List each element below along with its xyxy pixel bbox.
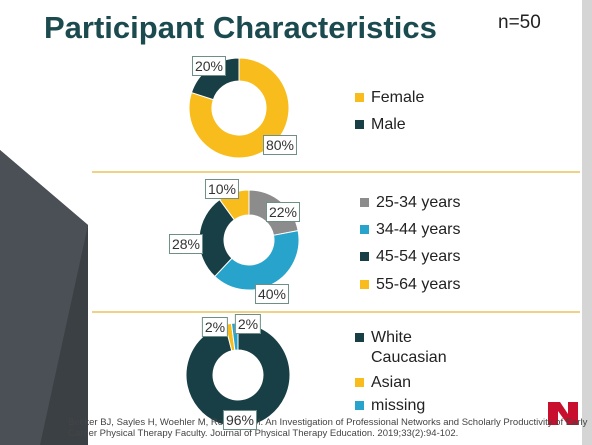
donut-segment [190, 57, 240, 101]
legend-swatch [355, 378, 364, 387]
legend-swatch [355, 333, 364, 342]
legend-swatch [355, 401, 364, 410]
legend-label: 25-34 years [376, 194, 461, 211]
legend-label: Asian [371, 374, 412, 391]
legend-swatch [355, 120, 364, 129]
legend-swatch [360, 225, 369, 234]
donut-segment [188, 57, 290, 159]
legend-entry: missing [355, 396, 505, 416]
legend-swatch [360, 252, 369, 261]
data-label: 2% [234, 314, 262, 334]
donut-segment [214, 230, 300, 291]
data-label: 10% [204, 179, 240, 199]
legend-swatch [360, 280, 369, 289]
legend-swatch [355, 93, 364, 102]
decoration [582, 0, 592, 445]
legend-entry: Asian [355, 373, 505, 393]
legend-label: 55-64 years [376, 276, 461, 293]
legend-entry: Female [355, 88, 505, 108]
legend-entry: White Caucasian [355, 328, 505, 368]
data-label: 2% [201, 317, 229, 337]
legend-entry: 34-44 years [360, 220, 510, 240]
logo [548, 402, 578, 425]
data-label: 20% [191, 56, 227, 76]
legend-label: Female [371, 89, 425, 106]
legend-label: 34-44 years [376, 221, 461, 238]
data-label: 28% [168, 234, 204, 254]
legend-entry: 25-34 years [360, 193, 510, 213]
legend-label: Male [371, 116, 406, 133]
note: n=50 [498, 12, 541, 33]
legend-entry: Male [355, 115, 505, 135]
data-label: 40% [254, 284, 290, 304]
donut-segment [185, 322, 291, 428]
data-label: 96% [222, 410, 258, 430]
legend-entry: 45-54 years [360, 247, 510, 267]
data-label: 22% [265, 202, 301, 222]
legend-label: White Caucasian [371, 329, 447, 366]
decoration [0, 150, 88, 445]
legend-entry: 55-64 years [360, 275, 510, 295]
citation: Becker BJ, Sayles H, Woehler M, Rowlett … [68, 417, 588, 439]
legend-label: 45-54 years [376, 248, 461, 265]
title: Participant Characteristics [44, 10, 437, 45]
data-label: 80% [262, 135, 298, 155]
legend-label: missing [371, 397, 426, 414]
legend-swatch [360, 198, 369, 207]
